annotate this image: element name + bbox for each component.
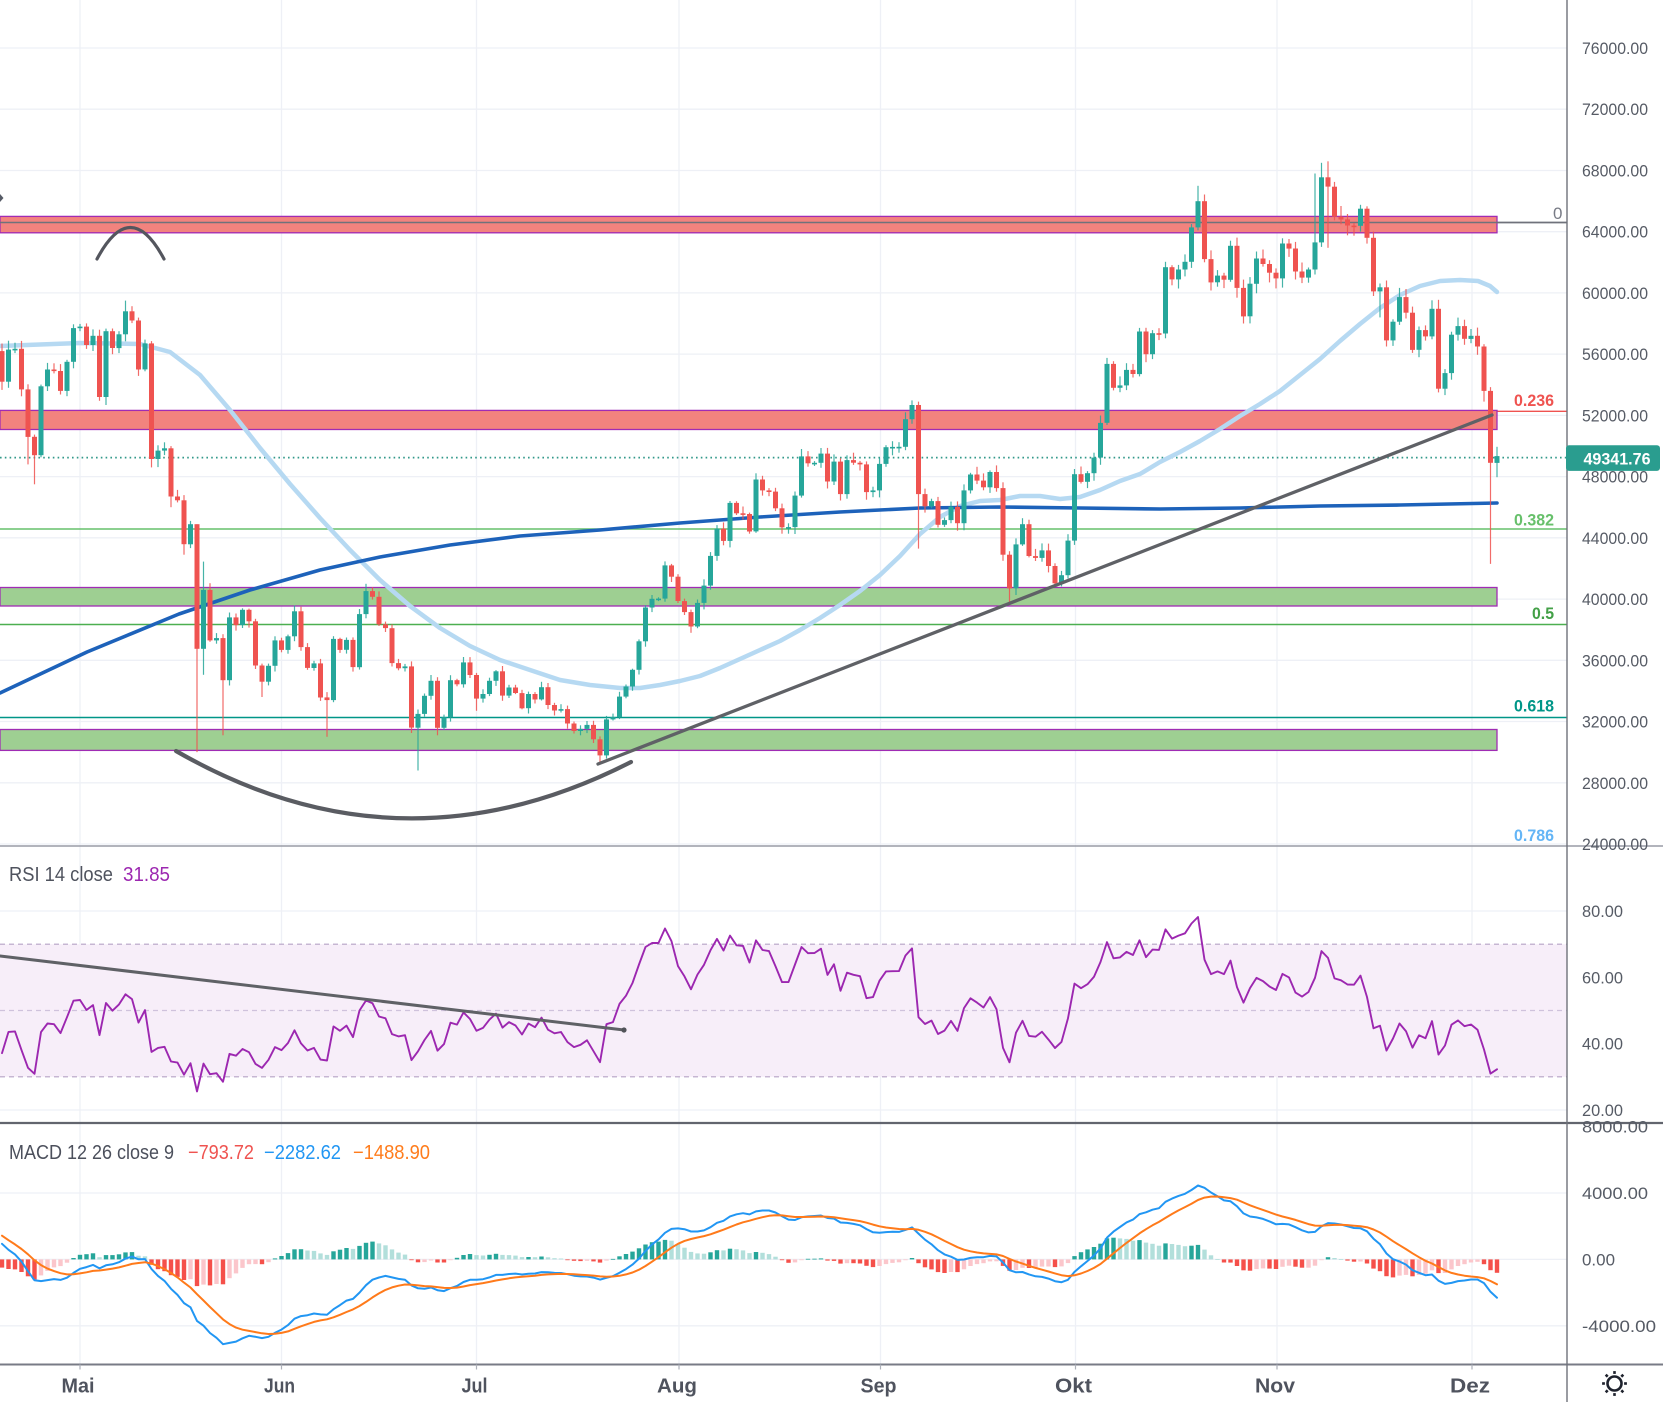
- svg-text:48000.00: 48000.00: [1582, 468, 1648, 487]
- svg-text:0.382: 0.382: [1514, 511, 1554, 530]
- svg-text:-4000.00: -4000.00: [1582, 1317, 1656, 1336]
- svg-text:32000.00: 32000.00: [1582, 713, 1648, 732]
- svg-text:0.618: 0.618: [1514, 697, 1554, 716]
- svg-text:Nov: Nov: [1255, 1376, 1296, 1398]
- svg-text:Okt: Okt: [1055, 1376, 1092, 1398]
- svg-text:49341.76: 49341.76: [1584, 450, 1651, 469]
- svg-text:56000.00: 56000.00: [1582, 345, 1648, 364]
- svg-text:28000.00: 28000.00: [1582, 774, 1648, 793]
- svg-text:−793.72: −793.72: [188, 1142, 254, 1164]
- svg-text:20.00: 20.00: [1582, 1101, 1623, 1120]
- svg-text:−1488.90: −1488.90: [353, 1142, 430, 1164]
- svg-text:Dez: Dez: [1450, 1376, 1490, 1398]
- svg-text:76000.00: 76000.00: [1582, 39, 1648, 58]
- svg-text:Mai: Mai: [62, 1376, 95, 1398]
- svg-text:64000.00: 64000.00: [1582, 223, 1648, 242]
- svg-text:0.00: 0.00: [1582, 1250, 1615, 1269]
- svg-text:4000.00: 4000.00: [1582, 1184, 1648, 1203]
- svg-text:Aug: Aug: [657, 1376, 697, 1398]
- svg-text:8000.00: 8000.00: [1582, 1118, 1648, 1137]
- svg-text:0: 0: [1553, 204, 1562, 223]
- svg-text:Jun: Jun: [264, 1376, 295, 1398]
- svg-text:52000.00: 52000.00: [1582, 406, 1648, 425]
- svg-text:40000.00: 40000.00: [1582, 590, 1648, 609]
- svg-text:24000.00: 24000.00: [1582, 835, 1648, 854]
- svg-text:40.00: 40.00: [1582, 1035, 1623, 1054]
- svg-text:0.5: 0.5: [1532, 604, 1554, 623]
- svg-text:68000.00: 68000.00: [1582, 162, 1648, 181]
- svg-text:31.85: 31.85: [123, 864, 170, 886]
- svg-text:72000.00: 72000.00: [1582, 100, 1648, 119]
- svg-text:Jul: Jul: [462, 1376, 488, 1398]
- svg-text:60.00: 60.00: [1582, 968, 1623, 987]
- svg-text:44000.00: 44000.00: [1582, 529, 1648, 548]
- svg-text:60000.00: 60000.00: [1582, 284, 1648, 303]
- svg-text:0.786: 0.786: [1514, 826, 1554, 845]
- svg-text:MACD 12 26 close 9: MACD 12 26 close 9: [9, 1142, 174, 1164]
- svg-text:RSI 14 close: RSI 14 close: [9, 864, 113, 886]
- svg-text:80.00: 80.00: [1582, 902, 1623, 921]
- svg-text:36000.00: 36000.00: [1582, 651, 1648, 670]
- svg-text:Sep: Sep: [861, 1376, 897, 1398]
- svg-text:−2282.62: −2282.62: [264, 1142, 341, 1164]
- svg-text:0.236: 0.236: [1514, 391, 1554, 410]
